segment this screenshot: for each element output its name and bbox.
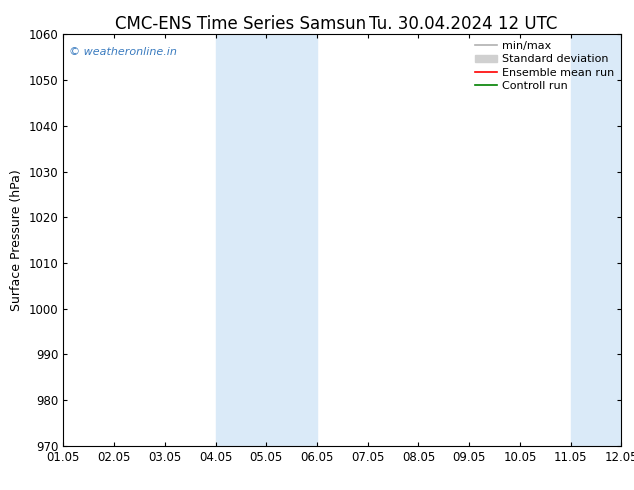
Y-axis label: Surface Pressure (hPa): Surface Pressure (hPa) bbox=[10, 169, 23, 311]
Legend: min/max, Standard deviation, Ensemble mean run, Controll run: min/max, Standard deviation, Ensemble me… bbox=[470, 37, 619, 96]
Bar bbox=[571, 34, 621, 446]
Text: Tu. 30.04.2024 12 UTC: Tu. 30.04.2024 12 UTC bbox=[368, 15, 557, 33]
Bar bbox=[216, 34, 266, 446]
Text: CMC-ENS Time Series Samsun: CMC-ENS Time Series Samsun bbox=[115, 15, 366, 33]
Text: © weatheronline.in: © weatheronline.in bbox=[69, 47, 177, 57]
Bar bbox=[266, 34, 317, 446]
